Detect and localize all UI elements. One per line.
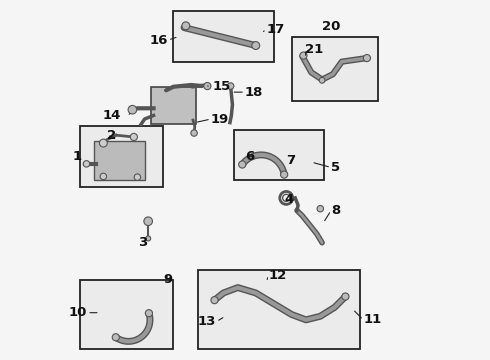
Text: 16: 16: [149, 33, 168, 47]
Text: 8: 8: [331, 204, 341, 217]
Circle shape: [144, 217, 152, 226]
Bar: [80, 126, 163, 187]
FancyBboxPatch shape: [95, 140, 145, 180]
Text: 18: 18: [245, 86, 264, 99]
Circle shape: [300, 52, 307, 59]
Text: 7: 7: [286, 154, 295, 167]
Text: 12: 12: [269, 269, 287, 282]
Circle shape: [99, 139, 107, 147]
Circle shape: [134, 174, 141, 180]
Circle shape: [100, 173, 107, 180]
Bar: [234, 130, 324, 180]
Circle shape: [182, 22, 190, 30]
Text: 1: 1: [73, 150, 82, 163]
Circle shape: [130, 134, 137, 140]
Text: 11: 11: [364, 313, 382, 327]
Circle shape: [281, 171, 288, 178]
Circle shape: [191, 130, 197, 136]
Text: 19: 19: [211, 113, 229, 126]
Bar: [80, 280, 173, 348]
Circle shape: [227, 83, 234, 89]
Circle shape: [146, 236, 151, 241]
Text: 2: 2: [107, 129, 116, 142]
Circle shape: [252, 41, 260, 49]
Text: 15: 15: [213, 80, 231, 93]
Text: 14: 14: [103, 109, 122, 122]
Circle shape: [319, 77, 325, 83]
Text: 6: 6: [245, 150, 254, 163]
Circle shape: [128, 105, 137, 114]
Text: 10: 10: [69, 306, 87, 319]
Circle shape: [342, 293, 349, 300]
Text: 5: 5: [331, 161, 340, 174]
Text: 13: 13: [198, 315, 216, 328]
Text: 3: 3: [138, 235, 147, 249]
Circle shape: [83, 161, 90, 167]
Text: 4: 4: [284, 193, 294, 206]
Bar: [198, 270, 360, 348]
Circle shape: [239, 161, 246, 168]
Bar: [173, 12, 274, 62]
Circle shape: [211, 297, 218, 304]
Circle shape: [204, 82, 211, 90]
Circle shape: [112, 334, 120, 341]
Circle shape: [146, 310, 152, 317]
Text: 17: 17: [267, 23, 285, 36]
Text: 20: 20: [322, 20, 340, 33]
Text: 9: 9: [163, 273, 172, 286]
Text: 21: 21: [305, 42, 323, 55]
Bar: [292, 37, 378, 101]
Circle shape: [317, 206, 323, 212]
Circle shape: [364, 54, 370, 62]
FancyBboxPatch shape: [151, 87, 196, 124]
